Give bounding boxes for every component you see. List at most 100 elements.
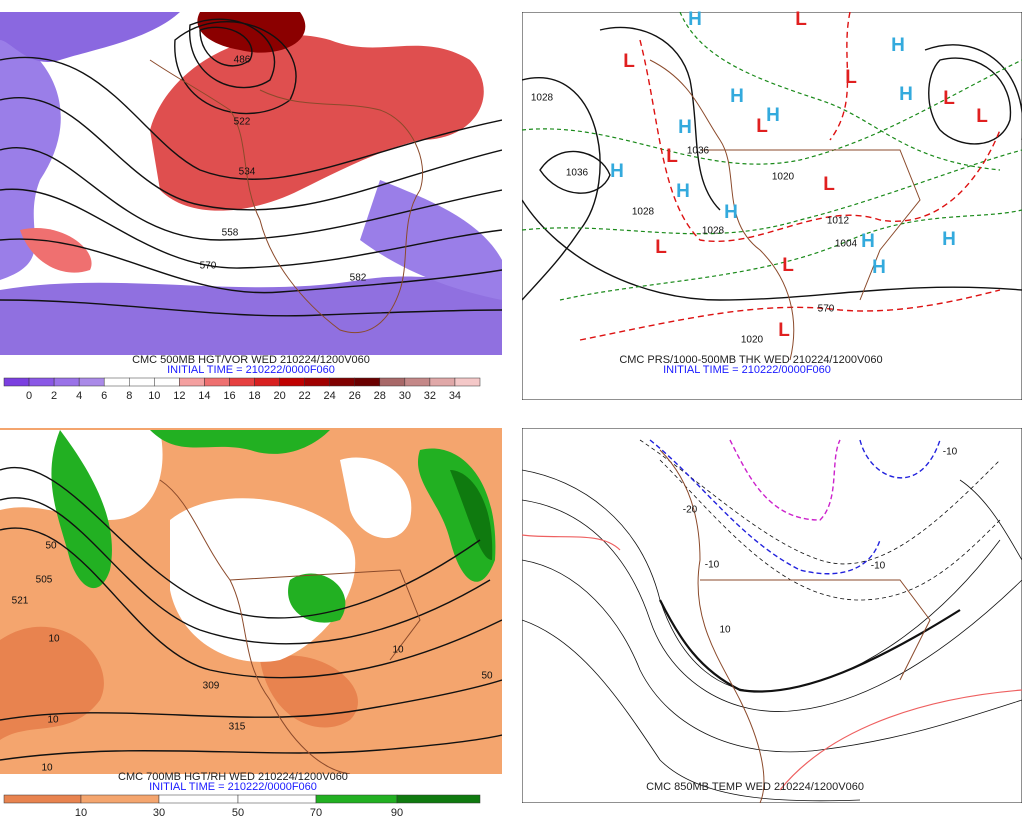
high-marker: H: [678, 117, 692, 138]
colorbar-swatch: [329, 377, 355, 387]
contour-label: 10: [392, 645, 404, 656]
contour-label: 10: [48, 634, 60, 645]
low-marker: L: [655, 237, 667, 258]
colorbar-label: 10: [75, 807, 87, 819]
initial-time: INITIAL TIME = 210222/0000F060: [663, 364, 831, 376]
caption: CMC 850MB TEMP WED 210224/1200V060: [646, 781, 864, 793]
contour-label: 1020: [772, 172, 795, 183]
contour-label: 1028: [632, 207, 655, 218]
low-marker: L: [823, 174, 835, 195]
colorbar-label: 20: [273, 390, 285, 402]
colorbar-swatch: [315, 794, 398, 804]
colorbar-swatch: [204, 377, 230, 387]
contour-label: 10: [719, 625, 731, 636]
colorbar-swatch: [379, 377, 406, 387]
colorbar-label: 30: [399, 390, 411, 402]
contour-label: 1012: [827, 216, 850, 227]
high-marker: H: [891, 35, 905, 56]
colorbar-swatch: [53, 377, 80, 387]
contour-label: 50: [481, 671, 493, 682]
colorbar-label: 50: [232, 807, 244, 819]
colorbar-label: 4: [76, 390, 82, 402]
contour-label: 1028: [702, 226, 725, 237]
colorbar-swatch: [237, 794, 317, 804]
low-marker: L: [845, 67, 857, 88]
colorbar-label: 30: [153, 807, 165, 819]
contour-label: 1004: [835, 239, 858, 250]
low-marker: L: [795, 9, 807, 30]
low-marker: L: [782, 255, 794, 276]
colorbar-swatch: [179, 377, 205, 387]
low-marker: L: [666, 146, 678, 167]
colorbar-swatch: [154, 377, 180, 387]
contour-label: -10: [943, 447, 958, 458]
colorbar: 10 30 50 70 90: [3, 794, 481, 819]
contour-label: 522: [234, 117, 251, 128]
contour-label: -10: [705, 560, 720, 571]
low-marker: L: [943, 88, 955, 109]
high-marker: H: [766, 105, 780, 126]
colorbar-label: 28: [374, 390, 386, 402]
low-marker: L: [756, 116, 768, 137]
colorbar-label: 70: [310, 807, 322, 819]
colorbar-label: 8: [126, 390, 132, 402]
colorbar-label: 12: [173, 390, 185, 402]
colorbar-label: 24: [324, 390, 336, 402]
colorbar-swatch: [429, 377, 456, 387]
colorbar-swatch: [404, 377, 431, 387]
contour-label: 315: [229, 722, 246, 733]
high-marker: H: [676, 181, 690, 202]
panel-pressure-map: [522, 12, 1022, 400]
panel-700mb-map: [0, 428, 502, 774]
caption: CMC PRS/1000-500MB THK WED 210224/1200V0…: [619, 354, 882, 366]
high-marker: H: [730, 86, 744, 107]
colorbar-label: 90: [391, 807, 403, 819]
high-marker: H: [942, 229, 956, 250]
high-marker: H: [861, 231, 875, 252]
contour-label: 558: [222, 228, 239, 239]
high-marker: H: [688, 9, 702, 30]
colorbar-swatch: [129, 377, 155, 387]
colorbar-label: 26: [349, 390, 361, 402]
contour-label: 505: [36, 575, 53, 586]
colorbar-label: 0: [26, 390, 32, 402]
initial-time: INITIAL TIME = 210222/0000F060: [149, 781, 317, 793]
colorbar-label: 34: [449, 390, 461, 402]
colorbar-swatch: [304, 377, 330, 387]
high-marker: H: [610, 161, 624, 182]
contour-label: 570: [200, 261, 217, 272]
colorbar-swatch: [103, 377, 130, 387]
low-marker: L: [976, 106, 988, 127]
contour-label: 582: [350, 273, 367, 284]
contour-label: 10: [47, 715, 59, 726]
contour-label: 10: [41, 763, 53, 774]
colorbar-label: 14: [198, 390, 210, 402]
high-marker: H: [899, 84, 913, 105]
colorbar-swatch: [80, 794, 160, 804]
colorbar-label: 16: [223, 390, 235, 402]
colorbar-swatch: [454, 377, 481, 387]
colorbar-label: 32: [424, 390, 436, 402]
contour-label: 534: [239, 167, 256, 178]
colorbar-swatch: [78, 377, 105, 387]
colorbar-label: 2: [51, 390, 57, 402]
colorbar-swatch: [3, 377, 30, 387]
colorbar-swatch: [254, 377, 280, 387]
panel-850mb-map: [522, 428, 1022, 803]
colorbar-swatch: [3, 794, 82, 804]
contour-label: 1020: [741, 335, 764, 346]
colorbar-label: 6: [101, 390, 107, 402]
colorbar-swatch: [354, 377, 381, 387]
contour-label: 50: [45, 541, 57, 552]
contour-label: -20: [683, 505, 698, 516]
panel-500mb-map: [0, 12, 502, 355]
contour-label: 1036: [566, 168, 589, 179]
colorbar-label: 22: [299, 390, 311, 402]
caption: CMC 700MB HGT/RH WED 210224/1200V060: [118, 771, 348, 783]
contour-label: 1036: [687, 146, 710, 157]
colorbar: 0 2 4 6 8 10 12 14 16 18 20 22 24 26 28 30 32 34: [3, 377, 481, 402]
contour-label: 521: [12, 596, 29, 607]
initial-time: INITIAL TIME = 210222/0000F060: [167, 364, 335, 376]
colorbar-swatch: [229, 377, 255, 387]
